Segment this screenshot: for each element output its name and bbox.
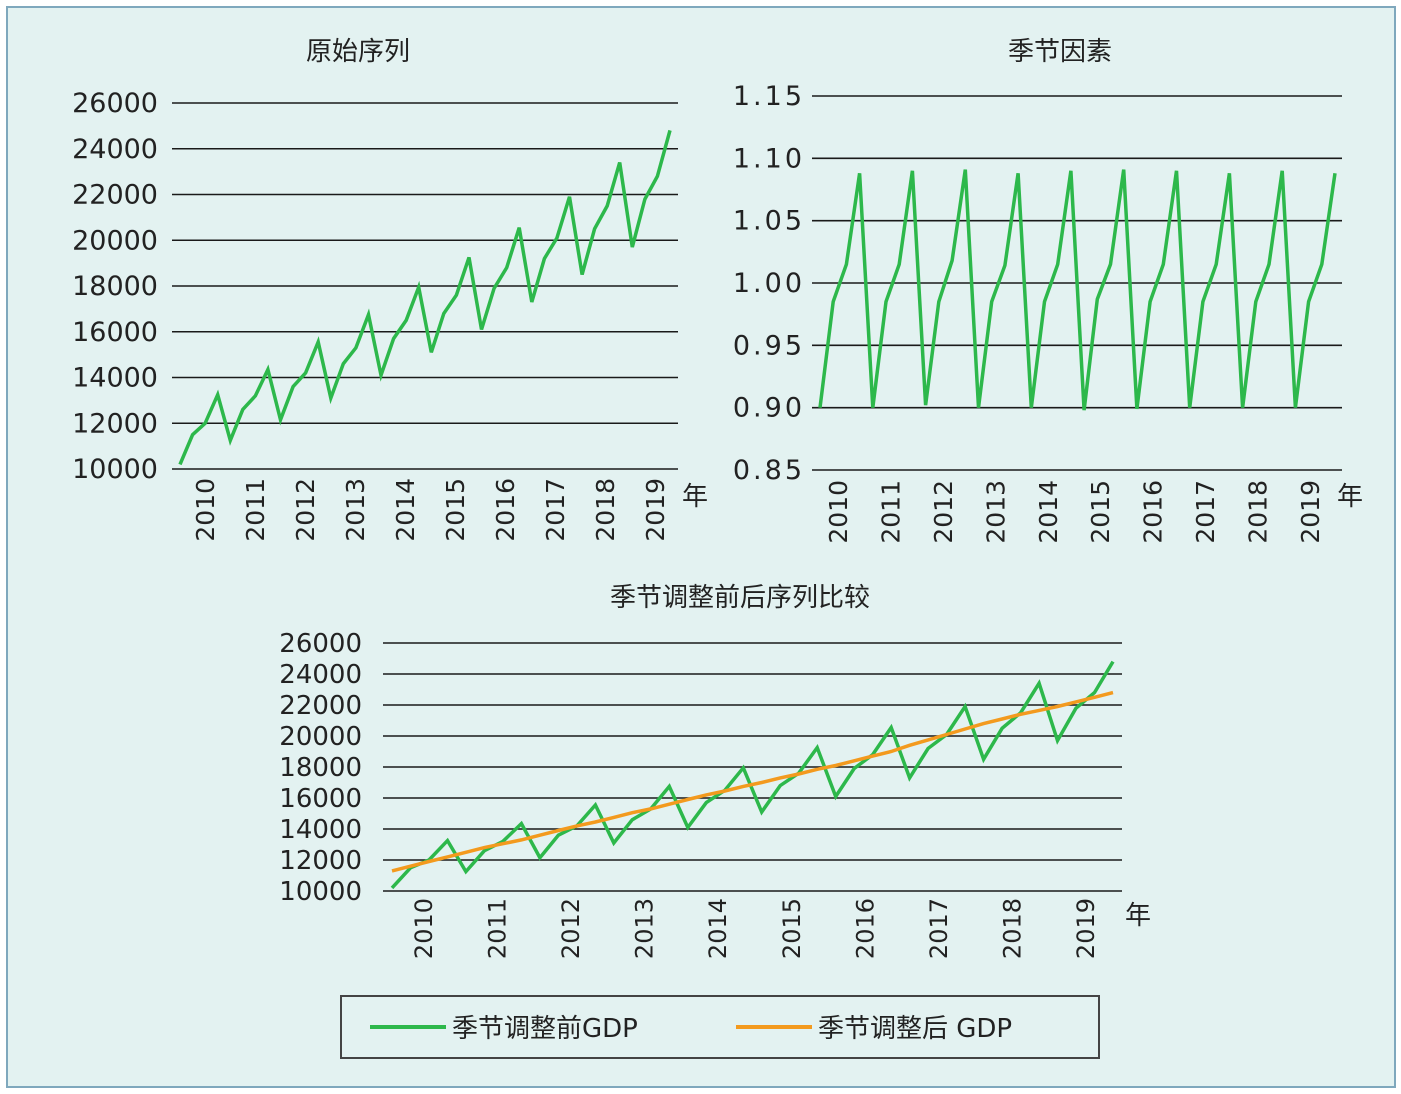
- x-tick-label: 2015: [1086, 480, 1115, 544]
- y-tick-label: 18000: [72, 271, 158, 302]
- x-axis-unit: 年: [1125, 901, 1151, 931]
- legend: 季节调整前GDP 季节调整后 GDP: [340, 995, 1100, 1059]
- legend-label-after: 季节调整后 GDP: [818, 1014, 1012, 1044]
- y-tick-label: 12000: [72, 408, 158, 439]
- x-tick-label: 2013: [341, 478, 370, 542]
- y-tick-label: 1.05: [733, 206, 805, 237]
- series-line-after: [391, 690, 1114, 873]
- x-tick-label: 2011: [484, 898, 512, 959]
- y-tick-label: 0.90: [733, 393, 805, 424]
- y-tick-label: 1.10: [733, 143, 805, 174]
- x-tick-label: 2011: [241, 478, 270, 542]
- x-tick-label: 2013: [981, 480, 1010, 544]
- y-tick-label: 16000: [72, 317, 158, 348]
- y-tick-label: 14000: [279, 815, 362, 845]
- y-tick-label: 10000: [279, 877, 362, 907]
- x-tick-label: 2010: [410, 898, 438, 959]
- legend-box: [340, 995, 1100, 1059]
- y-tick-label: 24000: [72, 134, 158, 165]
- y-tick-label: 20000: [279, 722, 362, 752]
- x-tick-label: 2018: [591, 478, 620, 542]
- y-tick-label: 24000: [279, 660, 362, 690]
- x-axis-unit: 年: [1337, 482, 1363, 512]
- x-tick-label: 2019: [1072, 898, 1100, 959]
- x-tick-label: 2018: [998, 898, 1026, 959]
- y-tick-label: 22000: [72, 180, 158, 211]
- x-tick-label: 2016: [491, 478, 520, 542]
- series-line-before: [390, 660, 1115, 890]
- legend-label-before: 季节调整前GDP: [452, 1014, 638, 1044]
- x-tick-label: 2012: [557, 898, 585, 959]
- chart-title: 季节调整前后序列比较: [610, 583, 870, 613]
- y-tick-label: 0.95: [733, 330, 805, 361]
- y-tick-label: 1.00: [733, 268, 805, 299]
- y-tick-label: 12000: [279, 846, 362, 876]
- y-tick-label: 26000: [279, 629, 362, 659]
- x-axis-unit: 年: [682, 482, 708, 512]
- series-line-before: [818, 169, 1337, 411]
- chart-title: 季节因素: [1008, 37, 1112, 67]
- x-tick-label: 2019: [1296, 480, 1325, 544]
- y-tick-label: 0.85: [733, 455, 805, 486]
- x-tick-label: 2018: [1244, 480, 1273, 544]
- chart-original-series: 原始序列 年 10000 12000 14000 16000 18000 20000 220…: [72, 37, 708, 542]
- x-tick-label: 2016: [1139, 480, 1168, 544]
- x-tick-label: 2014: [391, 478, 420, 542]
- y-tick-label: 16000: [279, 784, 362, 814]
- y-tick-label: 14000: [72, 363, 158, 394]
- x-tick-label: 2010: [824, 480, 853, 544]
- x-tick-label: 2014: [704, 898, 732, 959]
- x-tick-label: 2015: [441, 478, 470, 542]
- chart-title: 原始序列: [306, 37, 410, 67]
- series-line-before: [178, 129, 672, 466]
- x-tick-label: 2017: [925, 898, 953, 959]
- x-tick-label: 2011: [876, 480, 905, 544]
- x-tick-label: 2012: [929, 480, 958, 544]
- x-tick-label: 2014: [1034, 480, 1063, 544]
- chart-seasonal-factor: 季节因素 年 0.85 0.90 0.95 1.00 1.05 1.10 1.15 2010 2…: [733, 37, 1363, 544]
- y-tick-label: 26000: [72, 88, 158, 119]
- chart-before-after-comparison: 季节调整前后序列比较 年 季节调整前GDP 季节调整后 GDP 10000120…: [279, 583, 1151, 1059]
- y-tick-label: 22000: [279, 691, 362, 721]
- figure-panel: [6, 6, 1396, 1088]
- y-tick-label: 1.15: [733, 81, 805, 112]
- y-tick-label: 18000: [279, 753, 362, 783]
- x-tick-label: 2016: [851, 898, 879, 959]
- x-tick-label: 2012: [291, 478, 320, 542]
- x-tick-label: 2017: [1191, 480, 1220, 544]
- y-tick-label: 20000: [72, 225, 158, 256]
- x-tick-label: 2013: [631, 898, 659, 959]
- y-tick-label: 10000: [72, 454, 158, 485]
- x-tick-label: 2019: [641, 478, 670, 542]
- x-tick-label: 2017: [541, 478, 570, 542]
- x-tick-label: 2010: [191, 478, 220, 542]
- x-tick-label: 2015: [778, 898, 806, 959]
